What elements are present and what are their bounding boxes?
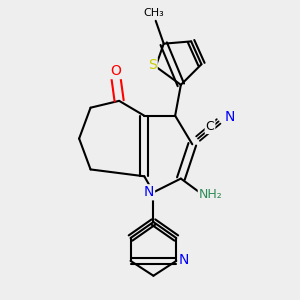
- Text: N: N: [179, 253, 190, 267]
- Text: O: O: [110, 64, 121, 78]
- Text: NH₂: NH₂: [199, 188, 223, 201]
- Text: C: C: [206, 120, 214, 133]
- Text: N: N: [144, 185, 154, 199]
- Text: CH₃: CH₃: [143, 8, 164, 18]
- Text: S: S: [148, 58, 157, 72]
- Text: N: N: [225, 110, 235, 124]
